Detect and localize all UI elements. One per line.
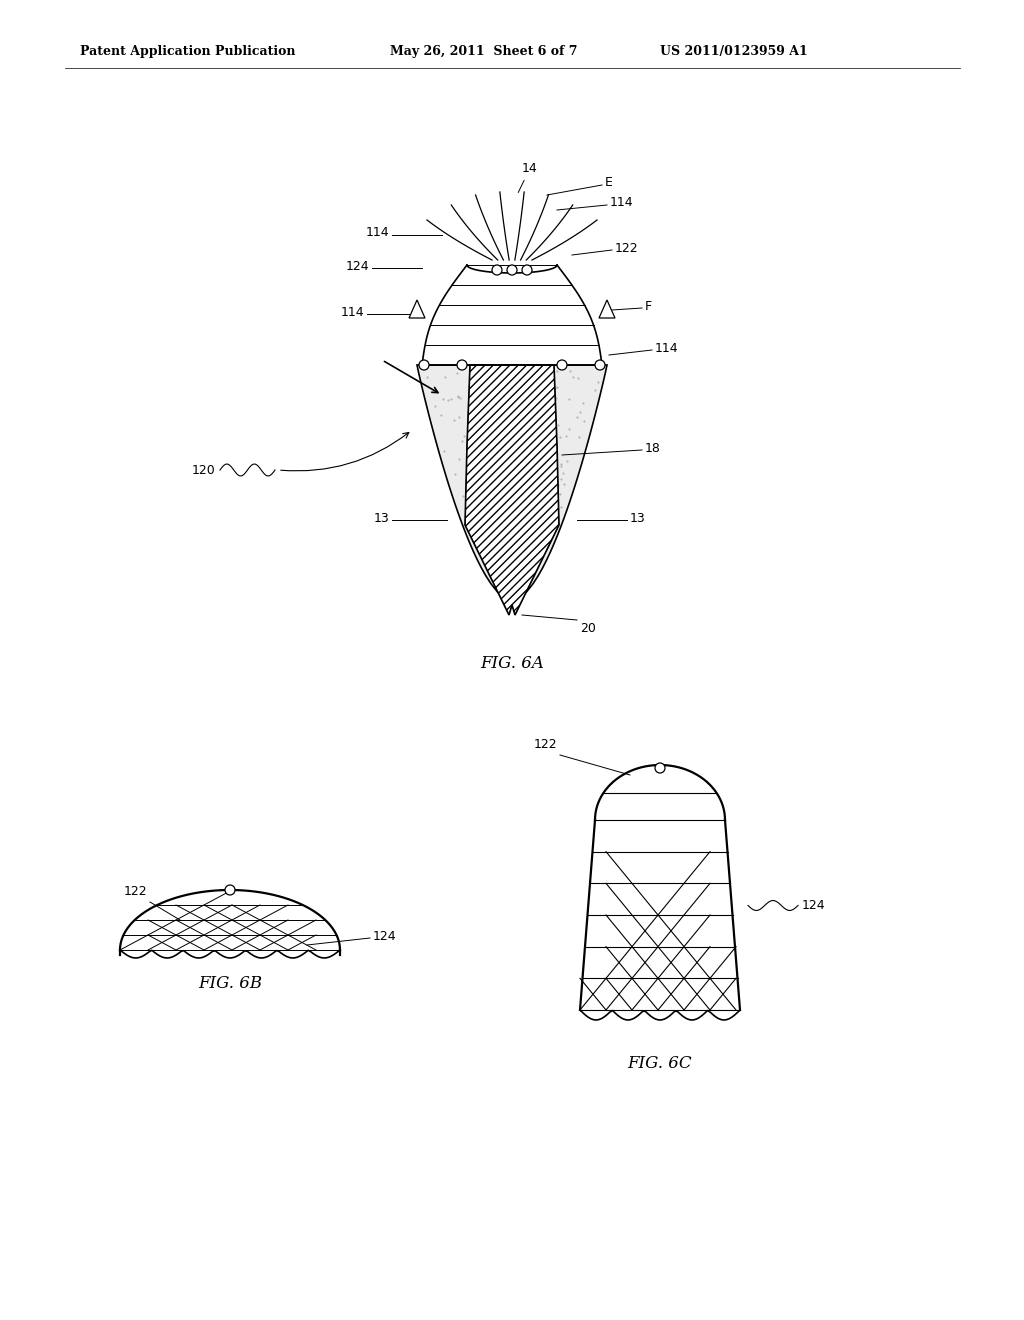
Text: 13: 13 bbox=[630, 511, 646, 524]
Text: 120: 120 bbox=[191, 463, 215, 477]
Circle shape bbox=[419, 360, 429, 370]
Circle shape bbox=[655, 763, 665, 774]
Text: May 26, 2011  Sheet 6 of 7: May 26, 2011 Sheet 6 of 7 bbox=[390, 45, 578, 58]
Text: E: E bbox=[605, 177, 613, 190]
Text: US 2011/0123959 A1: US 2011/0123959 A1 bbox=[660, 45, 808, 58]
Text: F: F bbox=[645, 300, 652, 313]
Text: 124: 124 bbox=[373, 929, 396, 942]
Circle shape bbox=[557, 360, 567, 370]
Text: 122: 122 bbox=[534, 738, 557, 751]
Text: 114: 114 bbox=[610, 197, 634, 210]
Text: 124: 124 bbox=[345, 260, 369, 272]
Text: 122: 122 bbox=[123, 884, 147, 898]
Text: FIG. 6B: FIG. 6B bbox=[198, 975, 262, 993]
Polygon shape bbox=[599, 300, 615, 318]
Text: 18: 18 bbox=[645, 441, 660, 454]
Text: 14: 14 bbox=[518, 162, 538, 193]
Polygon shape bbox=[465, 366, 559, 615]
Text: 114: 114 bbox=[340, 305, 364, 318]
Text: 13: 13 bbox=[374, 511, 389, 524]
Circle shape bbox=[457, 360, 467, 370]
Circle shape bbox=[225, 884, 234, 895]
Circle shape bbox=[595, 360, 605, 370]
Text: 20: 20 bbox=[580, 622, 596, 635]
Text: 114: 114 bbox=[366, 227, 389, 239]
Text: FIG. 6C: FIG. 6C bbox=[628, 1055, 692, 1072]
Text: 122: 122 bbox=[615, 242, 639, 255]
Text: Patent Application Publication: Patent Application Publication bbox=[80, 45, 296, 58]
Circle shape bbox=[507, 265, 517, 275]
Polygon shape bbox=[417, 366, 607, 601]
Circle shape bbox=[492, 265, 502, 275]
Text: FIG. 6A: FIG. 6A bbox=[480, 655, 544, 672]
Text: 124: 124 bbox=[802, 899, 825, 912]
Circle shape bbox=[522, 265, 532, 275]
Polygon shape bbox=[409, 300, 425, 318]
Text: 114: 114 bbox=[655, 342, 679, 355]
